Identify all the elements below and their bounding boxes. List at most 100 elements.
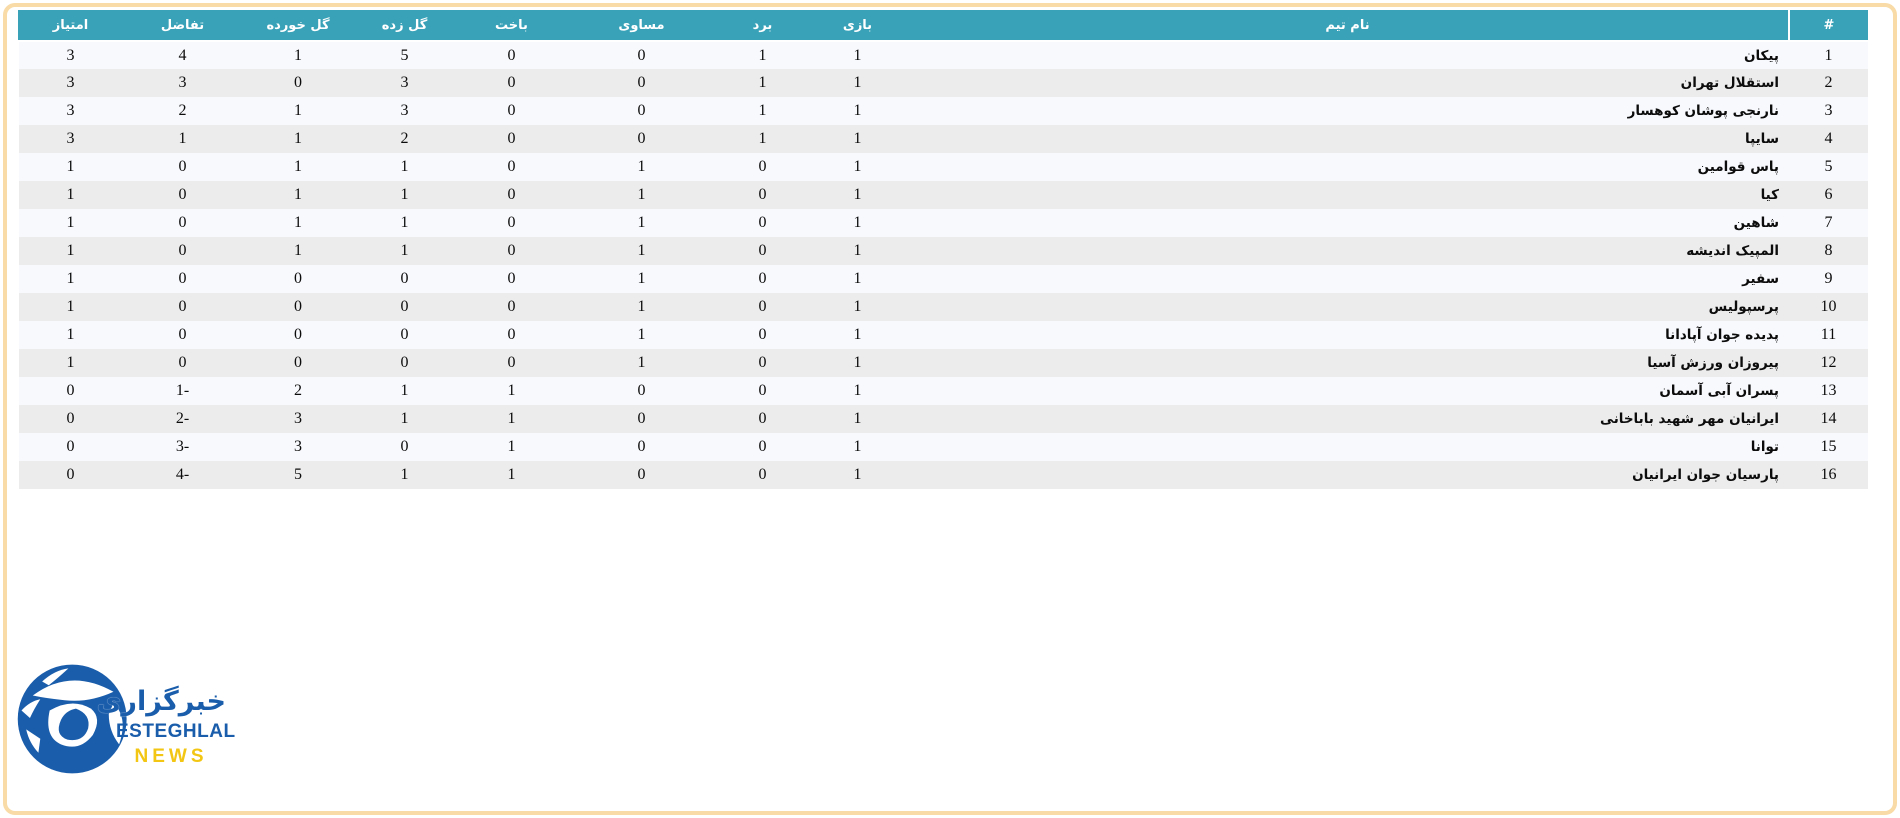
cell-gd: 4	[178, 46, 187, 64]
cell-lost: 0	[507, 102, 516, 119]
cell-drawn: 1	[637, 158, 646, 175]
cell-rank: 8	[1824, 242, 1833, 259]
cell-drawn: 1	[637, 298, 646, 315]
cell-points: 1	[66, 214, 75, 231]
cell-gd: -4	[175, 466, 190, 483]
cell-gd: 0	[178, 270, 187, 287]
cell-gf: 3	[400, 102, 409, 119]
cell-points: 0	[66, 382, 75, 399]
cell-drawn: 0	[637, 466, 646, 483]
cell-rank: 7	[1824, 214, 1833, 231]
cell-gd: -1	[175, 382, 190, 399]
table-row: 8 المپیک اندیشه 1 0 1 0 1 1 0 1	[19, 237, 1868, 265]
cell-drawn: 0	[637, 410, 646, 427]
cell-rank: 13	[1820, 382, 1837, 399]
cell-rank: 5	[1824, 158, 1833, 175]
cell-lost: 1	[507, 410, 516, 427]
cell-ga: 3	[294, 438, 302, 455]
column-header-lost: باخت	[455, 10, 568, 42]
column-header-won: برد	[715, 10, 810, 42]
cell-ga: 1	[294, 158, 302, 175]
table-row: 14 ایرانیان مهر شهید باباخانی 1 0 0 1 1 3 -2 0	[19, 405, 1868, 433]
table-row: 1 پیکان 1 1 0 0 5 1 4 3	[19, 41, 1868, 69]
cell-team: نارنجی پوشان کوهسار	[1627, 103, 1779, 119]
cell-drawn: 0	[637, 74, 646, 91]
cell-won: 0	[758, 382, 767, 399]
cell-points: 1	[66, 326, 75, 343]
cell-gf: 0	[400, 298, 409, 315]
cell-gd: 0	[178, 186, 187, 203]
cell-played: 1	[853, 326, 862, 343]
cell-gf: 1	[400, 242, 409, 259]
cell-gd: 3	[178, 74, 187, 91]
cell-lost: 0	[507, 270, 516, 287]
cell-played: 1	[853, 214, 862, 231]
cell-gd: 0	[178, 326, 187, 343]
cell-drawn: 0	[637, 46, 646, 64]
cell-played: 1	[853, 46, 862, 64]
table-row: 3 نارنجی پوشان کوهسار 1 1 0 0 3 1 2 3	[19, 97, 1868, 125]
cell-points: 1	[66, 158, 75, 175]
cell-played: 1	[853, 466, 862, 483]
cell-team: پارسیان جوان ایرانیان	[1632, 467, 1779, 483]
cell-won: 0	[758, 354, 767, 371]
cell-rank: 6	[1824, 186, 1833, 203]
table-row: 9 سفیر 1 0 1 0 0 0 0 1	[19, 265, 1868, 293]
cell-ga: 1	[294, 46, 302, 64]
cell-rank: 11	[1820, 326, 1837, 343]
cell-team: پاس قوامین	[1697, 159, 1779, 175]
cell-drawn: 1	[637, 214, 646, 231]
logo-agency-farsi: خبرگزاری	[96, 686, 226, 717]
cell-lost: 1	[507, 438, 516, 455]
cell-played: 1	[853, 382, 862, 399]
column-header-drawn: مساوی	[566, 10, 717, 42]
cell-drawn: 0	[637, 102, 646, 119]
cell-team: پرسپولیس	[1708, 299, 1779, 315]
cell-ga: 1	[294, 214, 302, 231]
cell-drawn: 1	[637, 326, 646, 343]
table-row: 12 پیروزان ورزش آسیا 1 0 1 0 0 0 0 1	[19, 349, 1868, 377]
cell-lost: 1	[507, 466, 516, 483]
column-header-ga: گل خورده	[242, 10, 354, 42]
table-row: 15 توانا 1 0 0 1 0 3 -3 0	[19, 433, 1868, 461]
cell-ga: 1	[294, 130, 302, 147]
cell-team: ایرانیان مهر شهید باباخانی	[1600, 411, 1779, 427]
header-row: # نام تیم بازی برد مساوی باخت گل زده گل خورده تف…	[18, 10, 1868, 42]
table-row: 4 سایپا 1 1 0 0 2 1 1 3	[19, 125, 1868, 153]
cell-gf: 1	[400, 410, 409, 427]
table-row: 16 پارسیان جوان ایرانیان 1 0 0 1 1 5 -4 0	[19, 461, 1868, 489]
cell-rank: 4	[1824, 130, 1833, 147]
cell-team: کیا	[1760, 187, 1779, 203]
cell-won: 0	[758, 186, 767, 203]
cell-played: 1	[853, 438, 862, 455]
cell-ga: 0	[294, 74, 302, 91]
standings-body: 1 پیکان 1 1 0 0 5 1 4 3 2 استقلال تهران 1 1 0 0 3 0 3 3 3 نار…	[19, 41, 1868, 489]
cell-won: 0	[758, 242, 767, 259]
cell-rank: 9	[1824, 270, 1833, 287]
cell-points: 1	[66, 354, 75, 371]
cell-rank: 14	[1820, 410, 1837, 427]
cell-lost: 0	[507, 354, 516, 371]
cell-drawn: 0	[637, 438, 646, 455]
cell-gd: 1	[178, 130, 187, 147]
cell-rank: 2	[1824, 74, 1833, 91]
cell-ga: 1	[294, 242, 302, 259]
cell-ga: 2	[294, 382, 302, 399]
cell-won: 0	[758, 410, 767, 427]
cell-team: توانا	[1750, 439, 1779, 455]
cell-gd: 2	[178, 102, 187, 119]
table-row: 5 پاس قوامین 1 0 1 0 1 1 0 1	[19, 153, 1868, 181]
cell-gf: 1	[400, 382, 409, 399]
cell-gf: 0	[400, 438, 409, 455]
table-row: 11 پدیده جوان آپادانا 1 0 1 0 0 0 0 1	[19, 321, 1868, 349]
logo-brand-esteghlal: ESTEGHLAL	[116, 721, 236, 742]
cell-points: 1	[66, 298, 75, 315]
cell-gd: 0	[178, 158, 187, 175]
cell-points: 1	[66, 242, 75, 259]
cell-played: 1	[853, 130, 862, 147]
cell-ga: 1	[294, 186, 302, 203]
cell-played: 1	[853, 186, 862, 203]
column-header-gf: گل زده	[352, 10, 457, 42]
cell-team: پیروزان ورزش آسیا	[1647, 355, 1779, 371]
cell-lost: 1	[507, 382, 516, 399]
